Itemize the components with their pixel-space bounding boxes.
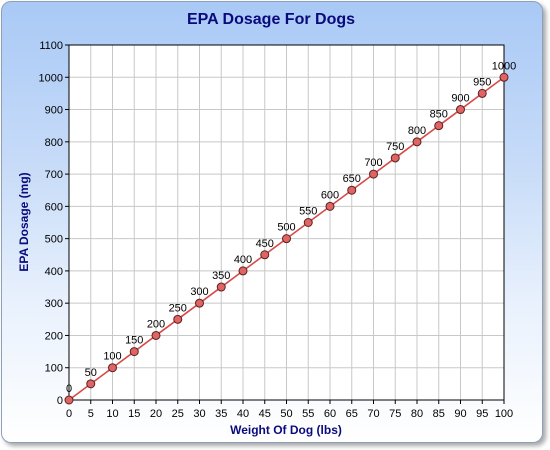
- data-value-label: 0: [66, 383, 72, 395]
- data-value-label: 200: [147, 318, 165, 330]
- x-tick-label: 60: [324, 408, 336, 420]
- data-value-label: 100: [103, 351, 121, 363]
- data-point: [325, 201, 335, 211]
- x-tick-label: 75: [389, 408, 401, 420]
- x-tick-label: 0: [66, 408, 72, 420]
- x-tick-label: 30: [193, 408, 205, 420]
- data-point: [195, 298, 204, 308]
- x-tick-label: 20: [150, 408, 162, 420]
- x-tick-label: 45: [259, 408, 271, 420]
- data-value-label: 300: [190, 286, 208, 298]
- x-axis-title: Weight Of Dog (lbs): [230, 423, 342, 437]
- data-value-label: 950: [473, 76, 491, 88]
- epa-dosage-chart: EPA Dosage For Dogs 0 5 10 15 20 25 30 35 40 45 50…: [17, 11, 516, 437]
- data-point: [129, 347, 139, 357]
- data-point: [260, 250, 270, 260]
- data-point: [477, 88, 487, 98]
- data-point: [216, 282, 226, 292]
- x-tick-label: 65: [346, 408, 358, 420]
- y-tick-label: 0: [57, 395, 63, 407]
- x-tick-label: 5: [88, 408, 94, 420]
- data-point: [173, 314, 183, 324]
- data-value-label: 900: [451, 93, 469, 105]
- data-point: [369, 169, 378, 179]
- y-tick-label: 100: [45, 363, 63, 375]
- data-value-label: 600: [321, 189, 339, 201]
- y-tick-label: 400: [45, 266, 63, 278]
- data-point: [282, 234, 291, 244]
- x-tick-label: 25: [172, 408, 184, 420]
- data-point: [108, 363, 117, 373]
- y-axis-title: EPA Dosage (mg): [17, 172, 31, 271]
- data-point: [86, 379, 96, 389]
- x-tick-label: 100: [495, 408, 513, 420]
- x-tick-label: 85: [433, 408, 445, 420]
- x-tick-label: 90: [454, 408, 466, 420]
- data-value-label: 350: [212, 270, 230, 282]
- x-tick-label: 15: [128, 408, 140, 420]
- x-tick-label: 35: [215, 408, 227, 420]
- y-tick-label: 900: [45, 105, 63, 117]
- y-tick-label: 800: [45, 137, 63, 149]
- data-point: [238, 266, 248, 276]
- x-tick-label: 40: [237, 408, 249, 420]
- x-tick-label: 95: [476, 408, 488, 420]
- data-value-label: 700: [364, 157, 382, 169]
- y-tick-label: 200: [45, 330, 63, 342]
- axis-ticks: 0 5 10 15 20 25 30 35 40 45 50 55 60 65 70 75 80 85 90 95 10…: [39, 40, 514, 420]
- data-point: [412, 137, 422, 147]
- data-value-label: 250: [169, 302, 187, 314]
- x-tick-label: 70: [367, 408, 379, 420]
- data-value-label: 500: [277, 222, 295, 234]
- data-point: [434, 121, 444, 131]
- x-tick-label: 50: [280, 408, 292, 420]
- data-value-label: 800: [408, 125, 426, 137]
- data-point: [499, 72, 509, 82]
- data-value-label: 550: [299, 206, 317, 218]
- data-value-label: 150: [125, 335, 143, 347]
- chart-frame: EPA Dosage For Dogs 0 5 10 15 20 25 30 35 40 45 50…: [1, 1, 543, 443]
- data-point: [456, 105, 465, 115]
- y-tick-label: 600: [45, 201, 63, 213]
- x-tick-label: 80: [411, 408, 423, 420]
- y-tick-label: 300: [45, 298, 63, 310]
- data-point: [347, 185, 357, 195]
- y-tick-label: 500: [45, 234, 63, 246]
- data-value-label: 1000: [492, 60, 516, 72]
- chart-title: EPA Dosage For Dogs: [187, 11, 355, 28]
- x-tick-label: 55: [302, 408, 314, 420]
- data-value-label: 400: [234, 254, 252, 266]
- y-tick-label: 1000: [39, 72, 63, 84]
- data-point: [64, 395, 74, 405]
- data-point: [151, 330, 161, 340]
- data-labels: 0501001502002503003504004505005506006507…: [66, 60, 516, 395]
- data-value-label: 650: [343, 173, 361, 185]
- data-value-label: 450: [256, 238, 274, 250]
- data-value-label: 50: [85, 367, 97, 379]
- data-value-label: 750: [386, 141, 404, 153]
- data-point: [390, 153, 400, 163]
- y-tick-label: 700: [45, 169, 63, 181]
- y-tick-label: 1100: [39, 40, 63, 52]
- data-value-label: 850: [430, 109, 448, 121]
- series-markers: [64, 72, 509, 405]
- x-tick-label: 10: [106, 408, 118, 420]
- data-point: [303, 218, 313, 227]
